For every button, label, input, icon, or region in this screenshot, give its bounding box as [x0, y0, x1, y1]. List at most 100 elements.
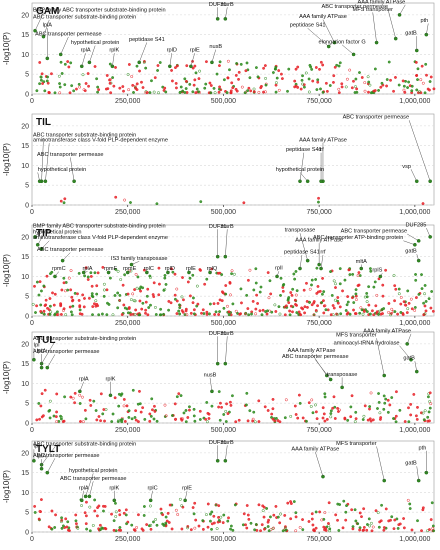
snp-point	[396, 526, 400, 530]
snp-point	[96, 90, 100, 94]
snp-point	[288, 309, 292, 313]
snp-point	[156, 69, 160, 72]
snp-point	[229, 91, 233, 95]
snp-point	[386, 410, 390, 414]
snp-point	[316, 304, 320, 308]
snp-point	[381, 283, 385, 287]
snp-point	[226, 412, 230, 416]
snp-point	[343, 278, 347, 282]
annotation-label: AAA family ATPase	[288, 348, 336, 354]
snp-point	[344, 85, 348, 89]
snp-point	[260, 313, 264, 317]
snp-point	[82, 305, 86, 309]
snp-point	[170, 414, 174, 417]
snp-point	[48, 304, 52, 308]
snp-point	[310, 517, 314, 521]
snp-point	[149, 414, 153, 418]
snp-point	[324, 526, 328, 530]
snp-point	[61, 309, 65, 312]
snp-point	[59, 417, 63, 421]
snp-point	[384, 268, 388, 272]
snp-point	[43, 388, 47, 392]
snp-point	[174, 86, 178, 90]
snp-point	[164, 90, 168, 94]
annotation-label: rplC	[144, 266, 154, 272]
snp-point	[296, 416, 300, 420]
x-tick-label: 500,000	[211, 320, 236, 327]
snp-point	[220, 273, 224, 277]
snp-point	[134, 418, 138, 422]
snp-point	[83, 274, 87, 278]
snp-point	[162, 312, 165, 316]
snp-point	[334, 513, 338, 517]
snp-point	[272, 513, 276, 517]
snp-point	[210, 404, 214, 408]
snp-point	[195, 87, 199, 91]
snp-point	[131, 83, 135, 87]
snp-point	[118, 299, 122, 302]
snp-point	[193, 501, 197, 505]
annotation-label: rplK	[106, 376, 116, 382]
x-tick-label: 0	[30, 209, 34, 216]
snp-point	[204, 82, 208, 86]
snp-point	[114, 267, 118, 271]
panel-title: GAM	[36, 6, 59, 17]
snp-point	[226, 76, 230, 80]
annotation-label: ABC transporter permease	[60, 476, 127, 482]
snp-point	[204, 417, 208, 421]
snp-point	[71, 304, 75, 308]
snp-point	[262, 505, 266, 509]
annotation-leader	[426, 227, 431, 237]
annotation-label: msrB	[221, 440, 234, 446]
snp-point	[205, 310, 209, 314]
snp-point	[423, 312, 427, 316]
snp-point	[294, 67, 298, 71]
snp-point	[86, 72, 90, 76]
panel-title: TIL	[36, 117, 51, 128]
snp-point	[175, 395, 179, 399]
snp-point	[274, 504, 278, 508]
panel-title: TUL	[36, 335, 55, 346]
snp-point	[328, 84, 332, 87]
snp-point	[393, 310, 397, 314]
snp-point	[356, 522, 360, 526]
snp-point	[49, 272, 52, 276]
snp-point	[245, 61, 249, 65]
snp-point	[251, 299, 255, 303]
snp-point	[320, 301, 324, 304]
snp-point	[279, 276, 283, 280]
snp-point	[311, 79, 315, 83]
snp-point	[113, 396, 117, 400]
y-tick-label: 15	[21, 470, 29, 477]
x-tick-label: 500,000	[211, 209, 236, 216]
snp-point	[360, 515, 363, 519]
annotation-leader	[79, 381, 84, 392]
snp-point	[249, 89, 253, 93]
snp-point	[343, 416, 347, 420]
snp-point	[67, 65, 71, 69]
snp-point	[302, 85, 306, 89]
snp-point	[431, 526, 435, 530]
snp-point	[240, 85, 244, 89]
snp-point	[228, 280, 232, 284]
snp-point	[307, 90, 311, 94]
snp-point	[271, 397, 275, 401]
snp-point	[311, 523, 315, 527]
snp-point	[375, 310, 379, 314]
snp-point	[182, 298, 185, 302]
annotation-leader	[41, 341, 56, 364]
snp-point	[57, 74, 61, 78]
annotation-label: rplA	[79, 485, 89, 491]
snp-point	[222, 413, 226, 416]
snp-point	[124, 513, 128, 517]
snp-point	[296, 65, 300, 69]
snp-point	[368, 312, 372, 316]
snp-point	[55, 420, 59, 424]
snp-point	[181, 89, 185, 93]
snp-point	[286, 501, 290, 505]
snp-point	[385, 78, 389, 82]
snp-point	[87, 84, 91, 88]
snp-point	[180, 504, 184, 508]
snp-point	[293, 298, 297, 302]
snp-point	[83, 408, 87, 412]
